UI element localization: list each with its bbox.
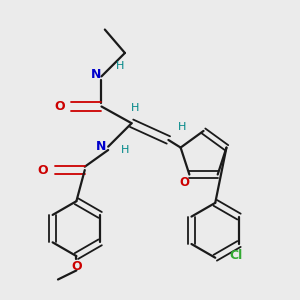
Text: H: H <box>178 122 186 132</box>
Text: Cl: Cl <box>229 249 242 262</box>
Text: N: N <box>91 68 102 81</box>
Text: O: O <box>54 100 65 113</box>
Text: H: H <box>121 145 129 155</box>
Text: H: H <box>116 61 124 71</box>
Text: O: O <box>38 164 48 177</box>
Text: O: O <box>71 260 82 273</box>
Text: H: H <box>131 103 139 113</box>
Text: N: N <box>96 140 107 153</box>
Text: O: O <box>179 176 189 189</box>
